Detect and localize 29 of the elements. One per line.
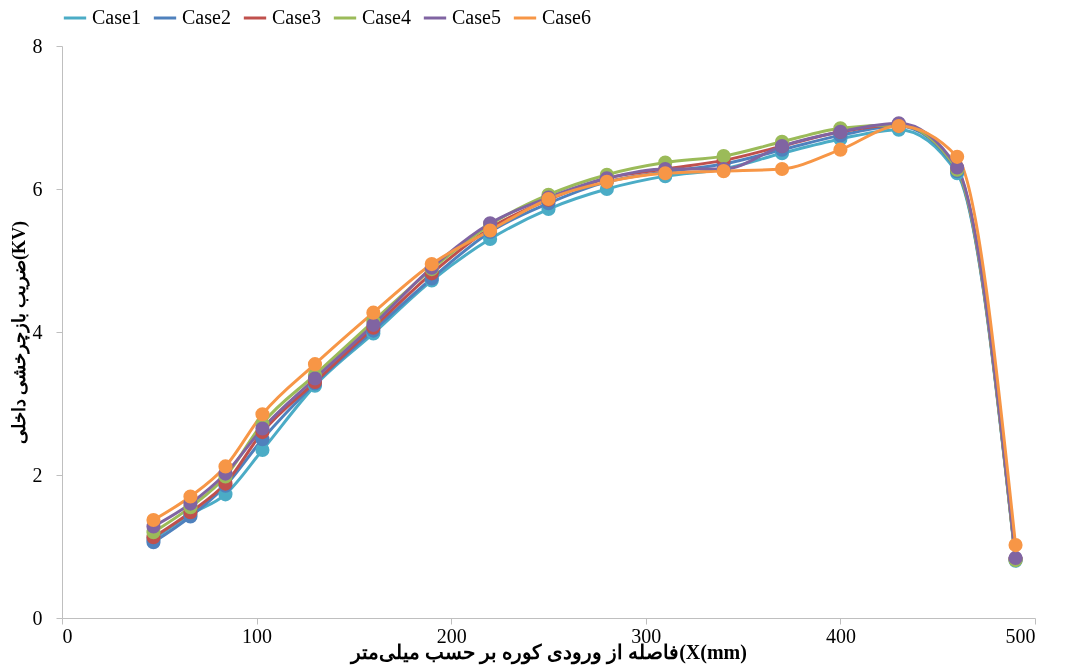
point [307, 357, 323, 372]
point [146, 512, 161, 528]
y-tick-label: 6 [32, 177, 43, 200]
legend-label: Case4 [362, 6, 411, 28]
point [774, 161, 790, 177]
y-tick-label: 0 [32, 606, 43, 629]
legend-label: Case5 [452, 6, 501, 28]
legend-label: Case3 [272, 6, 321, 28]
point [950, 149, 965, 164]
legend-label: Case6 [542, 6, 591, 28]
point [366, 305, 381, 320]
point [255, 421, 270, 436]
y-tick-label: 4 [32, 320, 43, 343]
legend-label: Case1 [92, 6, 141, 28]
x-tick-label: 100 [242, 624, 273, 647]
x-tick-label: 500 [1005, 624, 1036, 647]
point [833, 142, 848, 157]
point [183, 489, 198, 504]
point [716, 149, 731, 164]
y-axis-title: ضریب بازچرخشی داخلی(KV) [8, 221, 30, 444]
point [307, 371, 323, 386]
point [218, 459, 233, 474]
legend-label: Case2 [182, 6, 231, 28]
point [1008, 538, 1023, 553]
x-tick-label: 400 [825, 624, 856, 647]
x-tick-label: 0 [62, 624, 73, 647]
y-tick-label: 8 [32, 34, 43, 57]
y-tick-label: 2 [32, 463, 43, 486]
point [255, 407, 270, 422]
